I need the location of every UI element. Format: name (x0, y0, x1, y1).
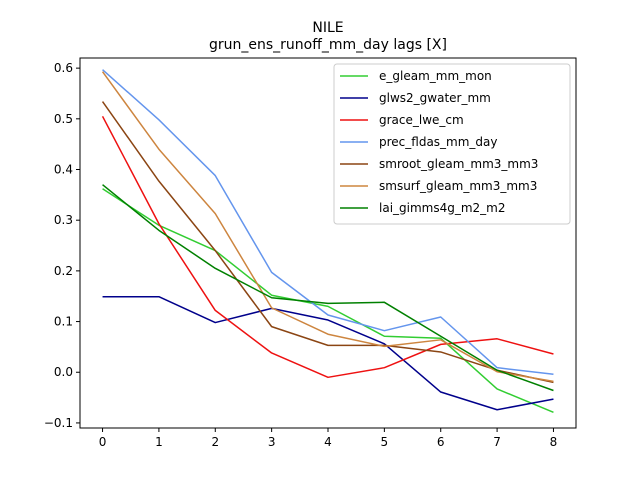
x-tick-label: 8 (550, 435, 558, 449)
y-tick-label: 0.4 (54, 163, 73, 177)
x-tick-label: 2 (211, 435, 219, 449)
legend-label: prec_fldas_mm_day (379, 135, 498, 149)
y-tick-label: 0.5 (54, 112, 73, 126)
series-line-prec_fldas_mm_day (102, 69, 554, 376)
legend-label: glws2_gwater_mm (379, 91, 491, 105)
x-tick-label: 0 (99, 435, 107, 449)
legend-label: grace_lwe_cm (379, 113, 464, 127)
legend-box (333, 63, 571, 225)
chart-title: NILE (312, 20, 343, 36)
y-tick-label: 0.1 (54, 315, 73, 329)
legend-label: lai_gimms4g_m2_m2 (379, 201, 506, 215)
series-layer (101, 69, 554, 413)
x-tick-label: 4 (324, 435, 332, 449)
series-line-smsurf_gleam_mm3_mm3 (101, 71, 554, 383)
y-tick-label: 0.6 (54, 61, 73, 75)
chart-subtitle: grun_ens_runoff_mm_day lags [X] (209, 37, 447, 53)
y-tick-label: −0.1 (44, 416, 73, 430)
y-tick-label: 0.2 (54, 264, 73, 278)
legend-label: smroot_gleam_mm3_mm3 (379, 157, 538, 171)
series-line-grace_lwe_cm (101, 115, 554, 379)
axes-layer: 0 1 2 3 4 5 6 7 8 −0.1 0.0 0.1 0.2 0.3 0.4 0.5 0.6 (44, 57, 577, 449)
x-tick-label: 7 (493, 435, 501, 449)
y-tick-label: 0.3 (54, 213, 73, 227)
legend-label: smsurf_gleam_mm3_mm3 (379, 179, 537, 193)
x-tick-label: 5 (381, 435, 389, 449)
x-tick-label: 1 (155, 435, 163, 449)
x-tick-label: 6 (437, 435, 445, 449)
legend-label: e_gleam_mm_mon (379, 69, 492, 83)
y-tick-label: 0.0 (54, 365, 73, 379)
series-line-lai_gimms4g_m2_m2 (102, 184, 554, 392)
x-tick-label: 3 (268, 435, 276, 449)
series-line-glws2_gwater_mm (102, 295, 554, 411)
series-line-smroot_gleam_mm3_mm3 (101, 101, 554, 384)
series-line-e_gleam_mm_mon (102, 188, 554, 413)
legend: e_gleam_mm_mon glws2_gwater_mm grace_lwe_c… (333, 63, 571, 225)
